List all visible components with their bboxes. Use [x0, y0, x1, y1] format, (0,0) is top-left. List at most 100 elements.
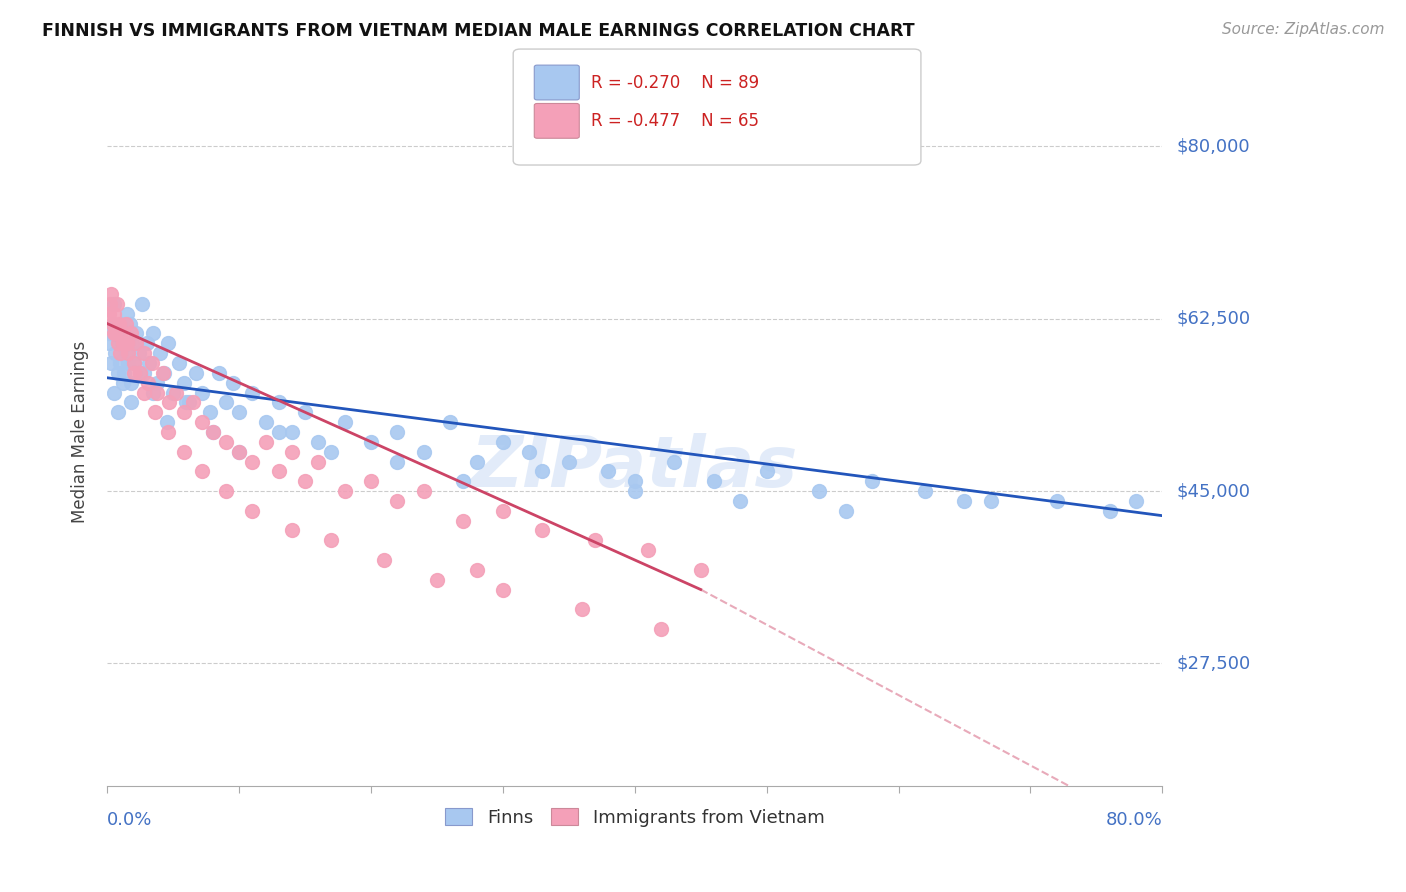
Point	[157, 395, 180, 409]
Text: $45,000: $45,000	[1177, 482, 1250, 500]
Point	[953, 494, 976, 508]
Point	[118, 317, 141, 331]
Point	[492, 434, 515, 449]
Point	[650, 622, 672, 636]
Point	[105, 297, 128, 311]
Point	[808, 484, 831, 499]
Point	[1125, 494, 1147, 508]
Point	[107, 366, 129, 380]
Point	[465, 454, 488, 468]
Point	[107, 405, 129, 419]
Point	[101, 317, 124, 331]
Text: R = -0.477    N = 65: R = -0.477 N = 65	[591, 112, 758, 130]
Point	[146, 385, 169, 400]
Point	[360, 434, 382, 449]
Point	[980, 494, 1002, 508]
Point	[835, 504, 858, 518]
Point	[860, 474, 883, 488]
Point	[97, 336, 120, 351]
Point	[173, 405, 195, 419]
Text: $80,000: $80,000	[1177, 137, 1250, 155]
Point	[360, 474, 382, 488]
Point	[228, 444, 250, 458]
Point	[412, 444, 434, 458]
Point	[598, 464, 620, 478]
Point	[755, 464, 778, 478]
Point	[115, 307, 138, 321]
Point	[412, 484, 434, 499]
Point	[146, 376, 169, 390]
Point	[267, 464, 290, 478]
Point	[173, 376, 195, 390]
Point	[110, 326, 132, 341]
Point	[114, 366, 136, 380]
Point	[730, 494, 752, 508]
Point	[267, 395, 290, 409]
Point	[107, 336, 129, 351]
Point	[129, 366, 152, 380]
Point	[138, 356, 160, 370]
Point	[281, 444, 304, 458]
Point	[121, 336, 143, 351]
Point	[104, 346, 127, 360]
Point	[105, 326, 128, 341]
Point	[373, 553, 395, 567]
Point	[167, 356, 190, 370]
Point	[191, 415, 214, 429]
Point	[191, 385, 214, 400]
Point	[240, 504, 263, 518]
Point	[125, 336, 148, 351]
Point	[156, 336, 179, 351]
Point	[141, 356, 163, 370]
Text: ZIPatlas: ZIPatlas	[471, 433, 799, 502]
Point	[149, 346, 172, 360]
Point	[387, 454, 409, 468]
Point	[115, 336, 138, 351]
Point	[201, 425, 224, 439]
Y-axis label: Median Male Earnings: Median Male Earnings	[72, 341, 89, 523]
Point	[177, 395, 200, 409]
Point	[228, 405, 250, 419]
Text: $62,500: $62,500	[1177, 310, 1250, 327]
Point	[142, 326, 165, 341]
Point	[101, 317, 124, 331]
Point	[321, 444, 343, 458]
Point	[98, 326, 121, 341]
Point	[623, 484, 645, 499]
Point	[103, 326, 125, 341]
Text: FINNISH VS IMMIGRANTS FROM VIETNAM MEDIAN MALE EARNINGS CORRELATION CHART: FINNISH VS IMMIGRANTS FROM VIETNAM MEDIA…	[42, 22, 915, 40]
Point	[623, 474, 645, 488]
Point	[221, 376, 243, 390]
Point	[215, 434, 238, 449]
Point	[664, 454, 686, 468]
Point	[100, 287, 122, 301]
Point	[112, 376, 135, 390]
Point	[104, 326, 127, 341]
Point	[156, 415, 179, 429]
Point	[254, 434, 277, 449]
Point	[689, 563, 711, 577]
Point	[453, 514, 475, 528]
Point	[152, 366, 174, 380]
Point	[135, 336, 157, 351]
Point	[129, 366, 152, 380]
Point	[128, 346, 150, 360]
Point	[215, 395, 238, 409]
Point	[112, 336, 135, 351]
Point	[103, 297, 125, 311]
Point	[465, 563, 488, 577]
Point	[240, 454, 263, 468]
Point	[571, 602, 593, 616]
Point	[1098, 504, 1121, 518]
Point	[120, 395, 142, 409]
Point	[228, 444, 250, 458]
Point	[110, 346, 132, 360]
Point	[914, 484, 936, 499]
Point	[307, 434, 329, 449]
Point	[439, 415, 461, 429]
Text: 0.0%: 0.0%	[107, 812, 153, 830]
Point	[531, 464, 554, 478]
Point	[120, 326, 142, 341]
Point	[108, 336, 131, 351]
Point	[703, 474, 725, 488]
